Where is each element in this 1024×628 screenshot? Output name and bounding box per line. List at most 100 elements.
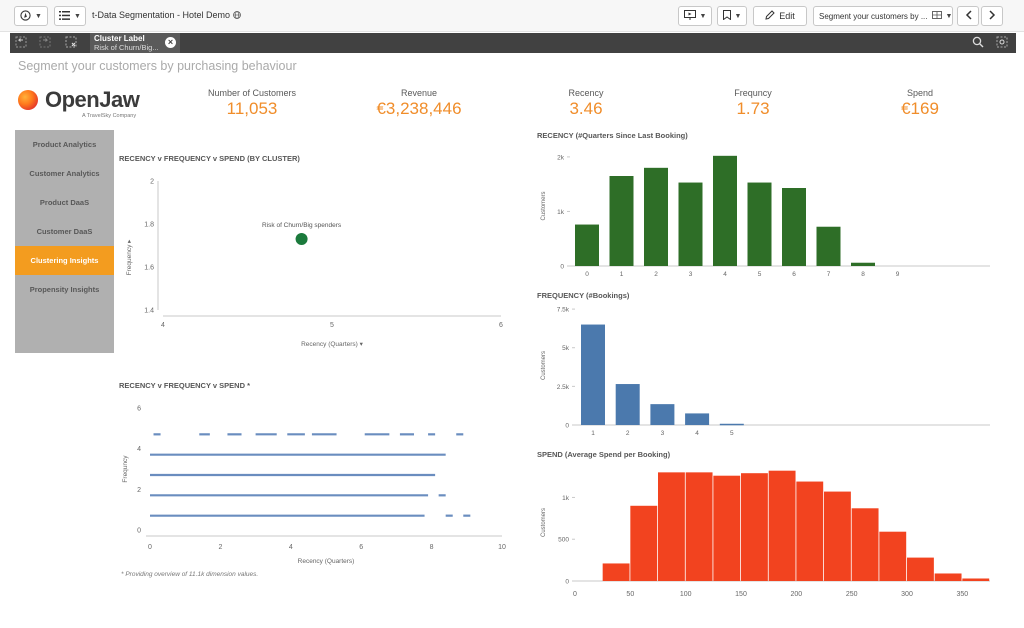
app-title: t-Data Segmentation - Hotel Demo (92, 10, 241, 20)
selection-pill[interactable]: Cluster Label Risk of Churn/Big... × (90, 33, 180, 53)
bar[interactable] (713, 475, 741, 581)
chevron-down-icon: ▼ (699, 12, 707, 20)
nav-item-customer-analytics[interactable]: Customer Analytics (29, 169, 100, 178)
x-tick-label: 9 (896, 271, 900, 278)
x-tick-label: 4 (723, 271, 727, 278)
kpi-label: Recency (568, 88, 604, 98)
x-tick-label: 0 (573, 591, 577, 598)
global-menu-button[interactable]: ▼ (54, 6, 86, 26)
chevron-right-icon (988, 10, 996, 22)
bar[interactable] (685, 413, 710, 425)
nav-item-clustering-insights[interactable]: Clustering Insights (15, 246, 114, 275)
chevron-left-icon (965, 10, 972, 22)
bar[interactable] (741, 473, 768, 581)
bar[interactable] (796, 481, 824, 581)
close-icon[interactable]: × (165, 37, 176, 48)
y-tick-label: 5k (562, 345, 570, 352)
y-tick-label: 6 (137, 406, 141, 413)
bar[interactable] (747, 182, 772, 266)
kpi-number-of-customers[interactable]: Number of Customers 11,053 (167, 88, 337, 119)
x-tick-label: 350 (956, 591, 968, 598)
selections-bar: Cluster Label Risk of Churn/Big... × (10, 33, 1016, 53)
bar[interactable] (658, 472, 685, 581)
nav-item-product-analytics[interactable]: Product Analytics (32, 140, 97, 149)
x-tick-label: 6 (359, 544, 363, 551)
bar[interactable] (816, 226, 841, 266)
bar[interactable] (879, 531, 907, 581)
bar[interactable] (768, 470, 796, 581)
bar[interactable] (615, 384, 640, 425)
story-button[interactable]: ▼ (678, 6, 712, 26)
bar[interactable] (650, 404, 675, 425)
bar[interactable] (851, 262, 875, 266)
globe-icon (232, 10, 241, 20)
edit-button[interactable]: Edit (753, 6, 807, 26)
kpi-frequency[interactable]: Frequncy 1.73 (668, 88, 838, 119)
bar[interactable] (934, 573, 962, 581)
bar[interactable] (575, 224, 599, 266)
y-tick-label: 7.5k (557, 307, 570, 314)
x-tick-label: 8 (861, 271, 865, 278)
x-tick-label: 250 (846, 591, 858, 598)
kpi-label: Frequncy (734, 88, 772, 98)
nav-item-customer-daas[interactable]: Customer DaaS (36, 227, 93, 236)
data-point-label: Risk of Churn/Big spenders (262, 222, 342, 229)
x-tick-label: 2 (626, 430, 630, 437)
previous-sheet-button[interactable] (957, 6, 979, 26)
bar[interactable] (678, 182, 703, 266)
bar[interactable] (962, 578, 990, 581)
kpi-spend[interactable]: Spend €169 (835, 88, 1005, 119)
bar[interactable] (602, 563, 630, 581)
clear-selections-icon[interactable] (64, 36, 78, 50)
app-toolbar: ▼ ▼ t-Data Segmentation - Hotel Demo ▼ ▼… (0, 0, 1024, 32)
bar[interactable] (824, 491, 851, 581)
y-tick-label: 1k (562, 495, 570, 502)
bar[interactable] (685, 472, 713, 581)
step-back-icon[interactable] (14, 36, 28, 50)
bar[interactable] (907, 557, 934, 581)
x-tick-label: 2 (654, 271, 658, 278)
x-tick-label: 6 (792, 271, 796, 278)
logo-text: OpenJaw (45, 87, 140, 112)
bar[interactable] (630, 505, 658, 581)
x-tick-label: 5 (758, 271, 762, 278)
x-tick-label: 4 (695, 430, 699, 437)
smart-search-icon[interactable] (995, 36, 1009, 50)
next-sheet-button[interactable] (981, 6, 1003, 26)
selection-value: Risk of Churn/Big... (94, 43, 158, 52)
list-icon (59, 10, 71, 22)
y-tick-label: 2 (137, 487, 141, 494)
sheet-selector[interactable]: Segment your customers by ... ▼ (813, 6, 953, 26)
compass-icon (20, 9, 31, 23)
kpi-revenue[interactable]: Revenue €3,238,446 (334, 88, 504, 119)
step-forward-icon[interactable] (38, 36, 52, 50)
bar[interactable] (782, 188, 806, 266)
x-tick-label: 4 (161, 322, 165, 329)
chevron-down-icon: ▼ (74, 12, 81, 20)
y-tick-label: 0 (565, 423, 569, 430)
bar[interactable] (713, 155, 737, 266)
x-tick-label: 3 (661, 430, 665, 437)
bar[interactable] (581, 324, 605, 425)
y-tick-label: 1.8 (144, 222, 154, 229)
data-point[interactable] (295, 233, 308, 246)
kpi-recency[interactable]: Recency 3.46 (501, 88, 671, 119)
x-tick-label: 5 (330, 322, 334, 329)
x-tick-label: 3 (689, 271, 693, 278)
bookmark-button[interactable]: ▼ (717, 6, 747, 26)
bar[interactable] (644, 167, 668, 266)
bar[interactable] (719, 423, 744, 426)
x-axis-label: Recency (Quarters) (298, 558, 355, 565)
nav-item-propensity-insights[interactable]: Propensity Insights (29, 285, 100, 294)
bar[interactable] (851, 508, 879, 581)
x-tick-label: 4 (289, 544, 293, 551)
bar[interactable] (609, 176, 634, 266)
x-tick-label: 150 (735, 591, 747, 598)
y-axis-label: Customers (541, 508, 547, 537)
navigation-menu-button[interactable]: ▼ (14, 6, 48, 26)
y-tick-label: 0 (565, 579, 569, 586)
search-icon[interactable] (971, 36, 985, 50)
logo-mark-icon (18, 90, 38, 110)
nav-item-product-daas[interactable]: Product DaaS (39, 198, 90, 207)
